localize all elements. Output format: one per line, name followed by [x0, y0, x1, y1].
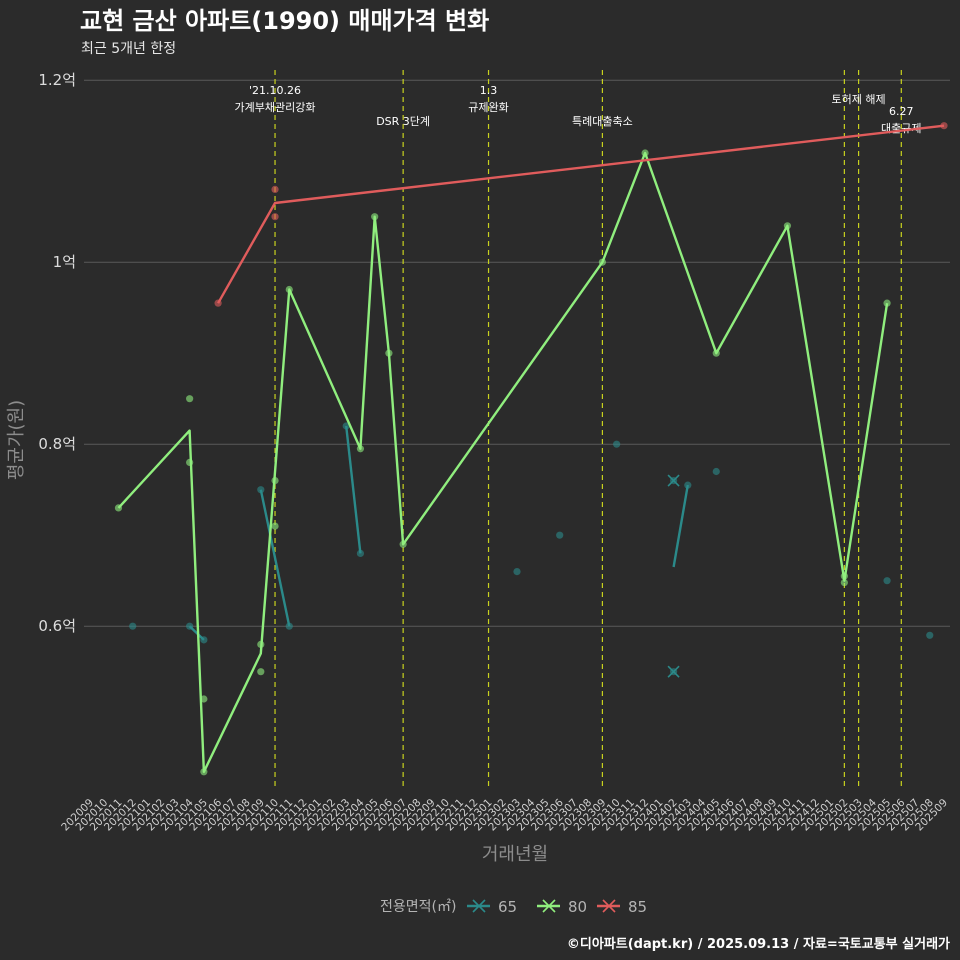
- legend-title: 전용면적(㎡): [380, 899, 456, 915]
- series-85: [214, 122, 948, 307]
- event-label: DSR 3단계: [376, 115, 430, 128]
- point-65-202306: [556, 531, 564, 539]
- point-80-202505: [883, 299, 891, 307]
- chart-title: 교현 금산 아파트(1990) 매매가격 변화: [80, 7, 489, 35]
- event-date: 1.3: [480, 84, 498, 97]
- y-tick-label: 1억: [53, 253, 76, 271]
- point-65-202508: [926, 631, 934, 639]
- point-80-202110: [271, 522, 279, 530]
- event-label: 규제완화: [468, 101, 508, 114]
- point-65-202012: [129, 622, 137, 630]
- event-label: 가계부채관리강화: [235, 101, 316, 114]
- point-80-202109: [257, 668, 265, 676]
- point-85-202110: [271, 213, 279, 221]
- grid-lines: [84, 79, 950, 627]
- point-65-202204: [356, 549, 365, 558]
- cross-marker-65: [667, 474, 680, 487]
- point-65-202310: [613, 440, 621, 448]
- y-tick-label: 0.6억: [38, 617, 76, 635]
- point-65-202303: [513, 568, 521, 576]
- event-label: 특례대출축소: [572, 115, 633, 128]
- series-65: [129, 422, 934, 678]
- series-80: [114, 149, 891, 776]
- legend-key-cross-65: [472, 899, 486, 913]
- event-lines: '21.10.26 1.3 6.27 가계부채관리강화 DSR 3단계 규제완화특례대출축…: [235, 70, 922, 790]
- y-tick-label: 0.8억: [38, 435, 76, 453]
- legend-key-cross-85: [602, 899, 616, 913]
- series-line-80-0: [117, 151, 889, 773]
- series-line-65-2: [345, 425, 362, 554]
- cross-marker-65: [667, 665, 680, 678]
- legend-label-65: 65: [498, 898, 517, 916]
- legend-label-80: 80: [568, 898, 587, 916]
- point-65-202505: [883, 577, 891, 585]
- event-date: '21.10.26: [249, 84, 301, 97]
- legend-label-85: 85: [628, 898, 647, 916]
- event-label: 토허제 해제: [832, 92, 886, 106]
- series-line-65-3: [672, 484, 689, 568]
- event-date: 6.27: [889, 105, 914, 118]
- point-85-202110: [271, 185, 279, 193]
- y-axis: 0.6억 0.8억 1억 1.2억: [38, 71, 76, 635]
- chart-subtitle: 최근 5개년 한정: [81, 41, 176, 57]
- legend: 전용면적(㎡) 65 80 85: [380, 898, 647, 916]
- point-65-202405: [712, 467, 720, 476]
- point-80-202104: [186, 395, 194, 403]
- series-line-85-0: [217, 124, 945, 304]
- series-layer: [114, 122, 948, 776]
- y-axis-title: 평균가(원): [6, 400, 27, 480]
- legend-items: 65 80 85: [467, 898, 647, 916]
- point-80-202502: [840, 578, 848, 587]
- y-tick-label: 1.2억: [38, 71, 76, 89]
- legend-key-cross-80: [542, 899, 556, 913]
- x-axis-title: 거래년월: [482, 844, 548, 865]
- series-line-65-1: [259, 489, 291, 627]
- source-caption: ©디아파트(dapt.kr) / 2025.09.13 / 자료=국토교통부 실…: [567, 936, 950, 952]
- x-axis: 2020092020102020112020122021012021022021…: [59, 796, 950, 833]
- series-line-65-0: [188, 625, 205, 641]
